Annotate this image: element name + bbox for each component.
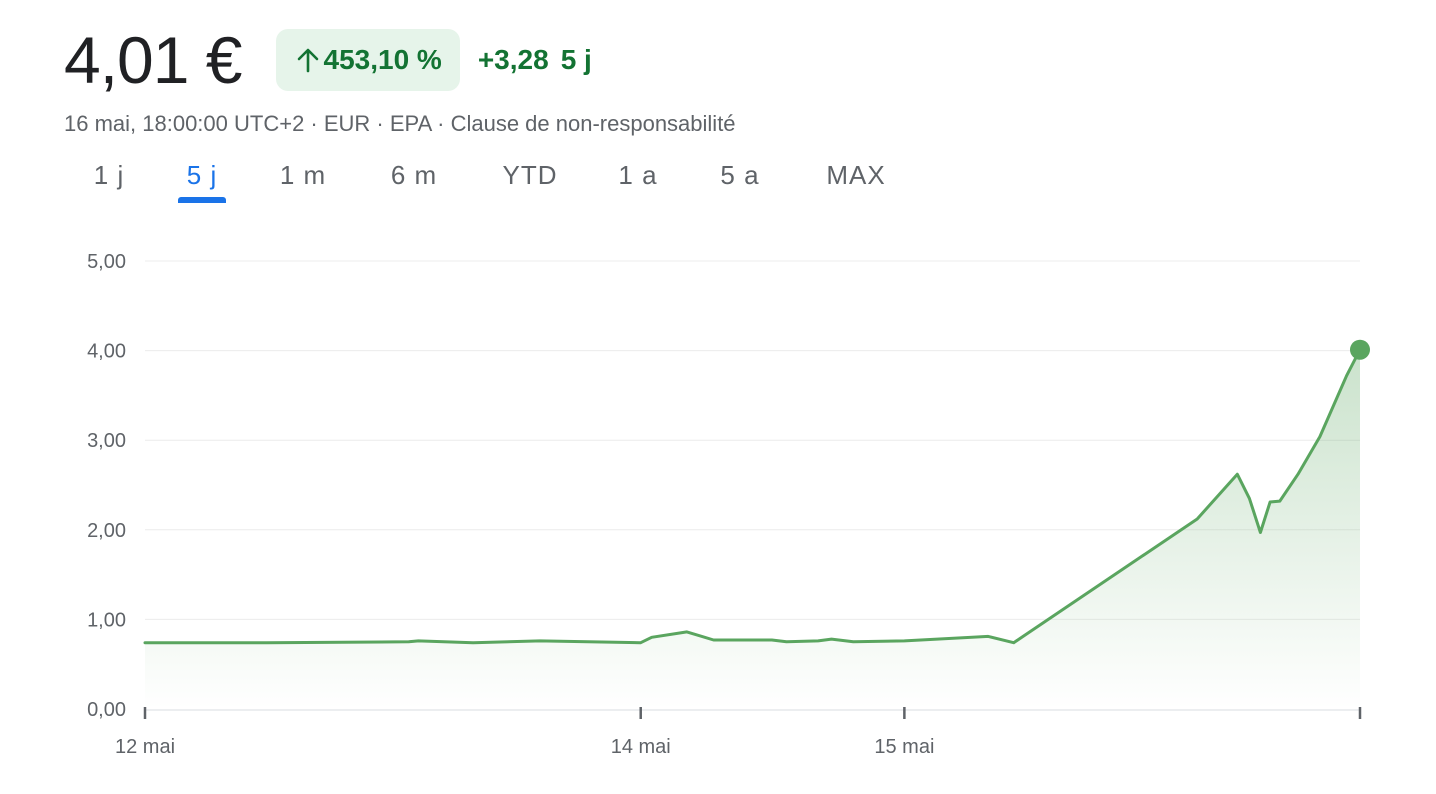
last-price-point[interactable] [1350, 339, 1370, 360]
active-tab-indicator [178, 197, 226, 203]
y-tick-label: 4,00 [87, 341, 126, 363]
price-line [143, 348, 1362, 645]
percent-change-value: 453,10 % [323, 44, 442, 75]
tab-5-years[interactable]: 5 a [720, 160, 760, 190]
price-chart[interactable]: 0,00 1,00 2,00 3,00 4,00 5,00 12 mai 14 mai 15 m… [0, 220, 1436, 780]
quote-header: 4,01 € 453,10 % +3,28 5 j [64, 22, 592, 98]
y-tick-label: 5,00 [87, 251, 126, 273]
quote-meta: 16 mai, 18:00:00 UTC+2 · EUR · EPA · Cla… [64, 111, 736, 136]
tab-1-year[interactable]: 1 a [618, 160, 658, 190]
y-tick-label: 1,00 [87, 609, 126, 631]
price-area [145, 349, 1360, 709]
arrow-up-icon [297, 48, 318, 73]
tab-1-month[interactable]: 1 m [279, 160, 327, 190]
percent-change-badge: 453,10 % [275, 29, 460, 91]
y-tick-label: 2,00 [87, 520, 126, 542]
tab-ytd[interactable]: YTD [502, 160, 558, 190]
tab-1-day[interactable]: 1 j [93, 160, 125, 190]
x-tick-label: 15 mai [874, 736, 934, 758]
change-period: 5 j [560, 44, 592, 75]
tab-5-days[interactable]: 5 j [186, 160, 218, 190]
x-tick-label: 14 mai [611, 736, 671, 758]
y-tick-label: 0,00 [87, 699, 126, 721]
tab-6-months[interactable]: 6 m [390, 160, 438, 190]
absolute-change: +3,28 5 j [478, 44, 592, 76]
y-tick-label: 3,00 [87, 430, 126, 452]
absolute-change-value: +3,28 [477, 44, 549, 75]
x-tick-label: 12 mai [115, 736, 175, 758]
tab-max[interactable]: MAX [826, 160, 886, 190]
range-tabs: 1 j 5 j 1 m 6 m YTD 1 a 5 a MAX [0, 160, 1000, 206]
current-price: 4,01 € [64, 23, 242, 97]
